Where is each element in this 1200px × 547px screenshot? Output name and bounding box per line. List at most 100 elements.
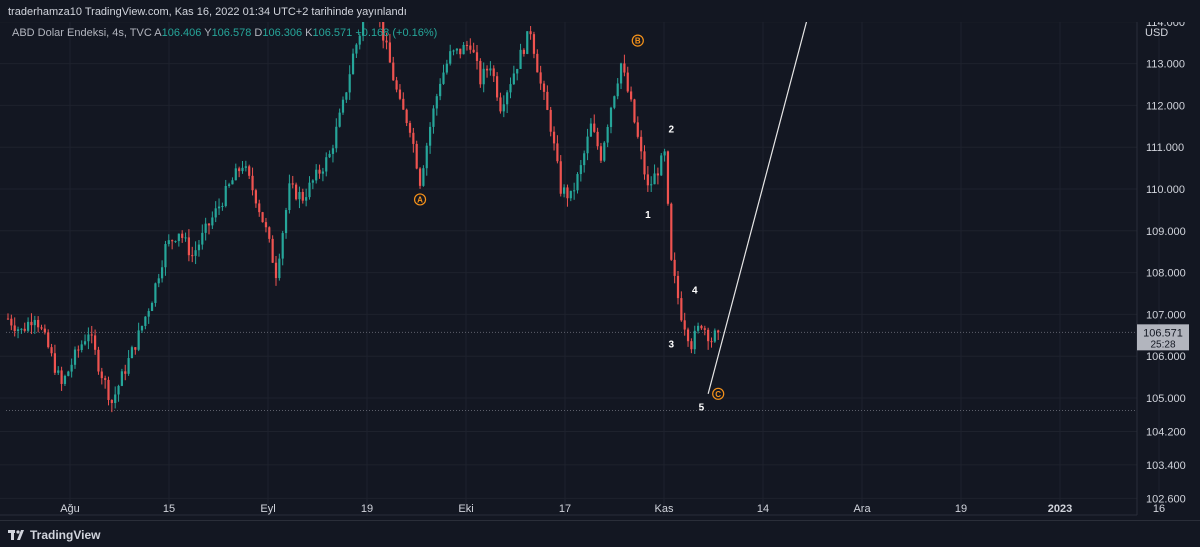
candle (485, 65, 489, 78)
candle (291, 175, 294, 189)
candle (432, 105, 435, 134)
wave-labels: A B 1 2 3 4 C 5 (413, 34, 725, 413)
candle (609, 106, 613, 134)
candle (37, 316, 40, 333)
candle (187, 229, 190, 262)
price-tick-label: 104.200 (1146, 426, 1186, 438)
time-tick-label: Eki (458, 503, 473, 515)
price-tick-label: 110.000 (1146, 184, 1185, 196)
candle (660, 153, 663, 176)
price-tick-label: 114.000 (1146, 22, 1185, 29)
candle (666, 150, 670, 206)
candle (238, 166, 241, 178)
candle (90, 325, 93, 344)
candle (104, 375, 107, 389)
candle (717, 329, 720, 340)
price-tick-label: 108.000 (1146, 268, 1186, 280)
candle (646, 166, 649, 192)
candle (181, 230, 184, 243)
candle (509, 77, 512, 99)
candle (254, 188, 257, 208)
candle (355, 43, 358, 59)
candle (127, 350, 130, 376)
price-axis[interactable]: USD 117.000116.000115.000114.000113.0001… (1136, 22, 1186, 515)
candle (418, 167, 422, 189)
candle (636, 116, 639, 139)
candle (47, 329, 50, 349)
projection-arrow (707, 22, 808, 394)
candle (599, 142, 603, 164)
candle (506, 90, 509, 114)
tradingview-brand[interactable]: TradingView (30, 528, 101, 542)
candle (549, 106, 552, 137)
candle (619, 62, 623, 90)
candle (650, 176, 653, 192)
candle (559, 155, 562, 197)
candle (191, 246, 194, 263)
time-tick-label: Ağu (60, 503, 80, 515)
candle (425, 142, 428, 176)
price-tick-label: 113.000 (1146, 59, 1185, 71)
candle (690, 338, 693, 354)
candle (435, 93, 438, 116)
candle (251, 167, 254, 196)
wave-label-circled: C (712, 387, 725, 400)
ohlc-legend: ABD Dolar Endeksi, 4s, TVC A106.406 Y106… (12, 27, 437, 39)
candle (680, 291, 683, 322)
candle (382, 22, 385, 49)
candle (194, 241, 197, 265)
candle (626, 66, 629, 93)
candle (94, 329, 97, 355)
time-axis[interactable]: Ağu 15 Eyl 19 Eki 17 Kas 14 Ara 19 2023 16 (0, 503, 1165, 516)
candle (77, 345, 80, 358)
candle (472, 42, 475, 54)
candle (278, 253, 281, 281)
candle (107, 376, 110, 406)
price-tick-label: 103.400 (1146, 460, 1186, 472)
candle (398, 84, 402, 101)
top-bar: traderhamza10 TradingView.com, Kas 16, 2… (0, 0, 1200, 22)
candle (67, 370, 70, 377)
time-tick-label: 16 (1153, 503, 1165, 515)
candle (211, 211, 214, 230)
candle (663, 148, 666, 162)
symbol-name: ABD Dolar Endeksi, 4s, TVC (12, 27, 152, 39)
time-tick-label: 19 (361, 503, 373, 515)
candle (552, 126, 556, 151)
candle (244, 160, 247, 172)
candle (703, 325, 706, 336)
candle (459, 48, 462, 59)
price-tick-label: 106.000 (1146, 351, 1186, 363)
close-value: 106.571 (312, 27, 353, 39)
candle (412, 127, 415, 153)
candle (402, 92, 405, 110)
candle (630, 86, 633, 102)
candle (462, 42, 465, 55)
candle (311, 179, 314, 190)
candle (623, 54, 626, 77)
candle (656, 167, 659, 185)
close-label: K (305, 27, 313, 39)
candle (197, 239, 201, 257)
candle (502, 95, 505, 118)
candle (546, 85, 549, 111)
candle (177, 233, 180, 247)
candle (221, 202, 224, 211)
candle (295, 182, 298, 201)
candle (563, 184, 566, 198)
candle (405, 108, 408, 127)
candle (298, 186, 301, 209)
candle (429, 122, 432, 154)
candle (23, 322, 26, 333)
candle (73, 346, 77, 369)
projection-line (707, 22, 808, 394)
time-tick-label: 15 (163, 503, 175, 515)
candle (640, 130, 643, 160)
candle (499, 92, 502, 114)
candle (147, 308, 150, 324)
candle (137, 322, 140, 352)
candle (693, 325, 696, 354)
wave-label-circled: B (631, 34, 644, 47)
low-label: D (254, 27, 263, 39)
